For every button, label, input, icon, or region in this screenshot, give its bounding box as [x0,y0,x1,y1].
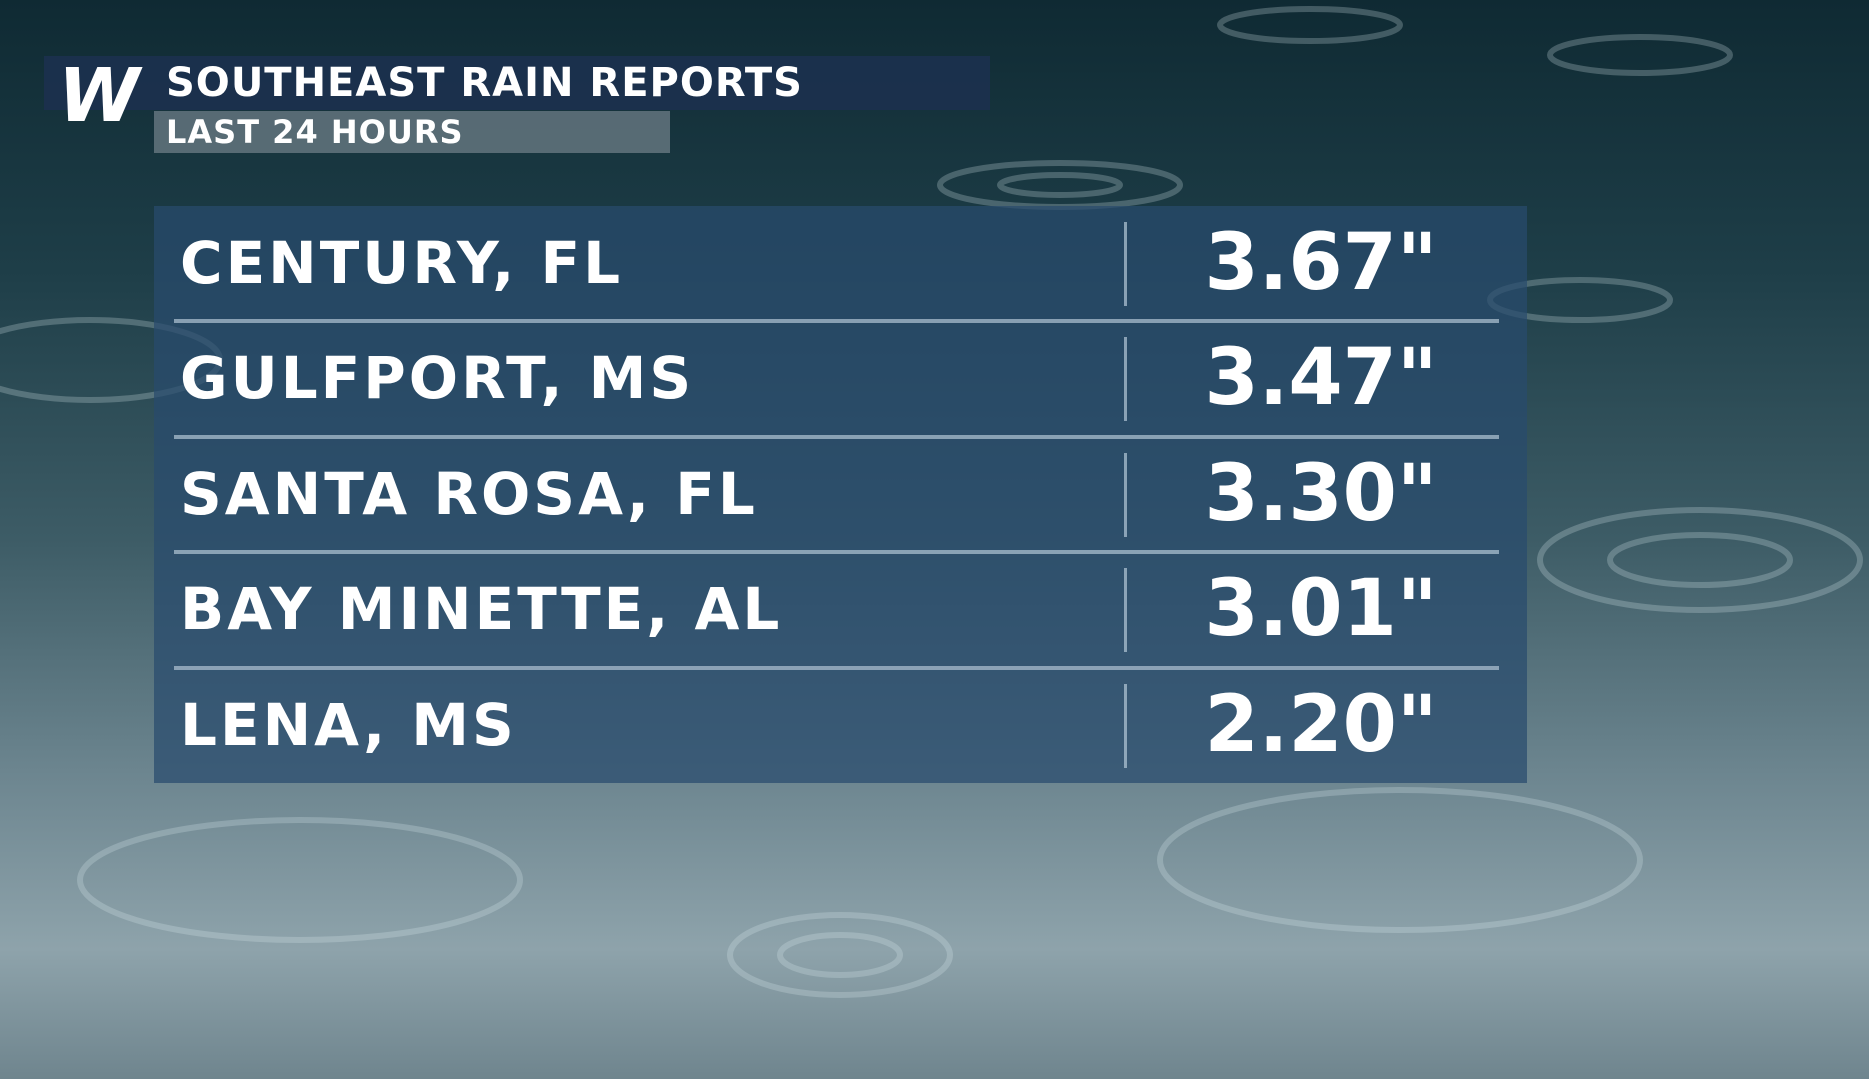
subtitle-bar [154,111,670,153]
column-divider [1124,568,1127,653]
title: SOUTHEAST RAIN REPORTS [166,60,803,106]
table-row: GULFPORT, MS 3.47" [154,321,1527,436]
location: SANTA ROSA, FL [180,459,758,528]
rain-amount: 2.20" [1204,679,1438,770]
column-divider [1124,683,1127,768]
location: CENTURY, FL [180,229,624,297]
location: LENA, MS [180,690,517,759]
title-bar [44,56,990,110]
row-divider [174,434,1499,439]
table-row: CENTURY, FL 3.67" [154,206,1527,321]
row-divider [174,550,1499,555]
rain-table: CENTURY, FL 3.67" GULFPORT, MS 3.47" SANTA R… [154,206,1527,783]
rain-amount: 3.67" [1204,218,1438,308]
column-divider [1124,452,1127,537]
row-divider [174,319,1499,324]
location: GULFPORT, MS [180,344,695,413]
rain-amount: 3.01" [1204,564,1438,655]
column-divider [1124,337,1127,422]
location: BAY MINETTE, AL [180,575,783,644]
rain-amount: 3.47" [1204,333,1438,424]
row-divider [174,665,1499,670]
table-row: BAY MINETTE, AL 3.01" [154,552,1527,667]
logo: W [58,53,140,139]
subtitle: LAST 24 HOURS [166,113,464,151]
table-row: LENA, MS 2.20" [154,668,1527,783]
rain-amount: 3.30" [1204,448,1438,539]
table-row: SANTA ROSA, FL 3.30" [154,437,1527,552]
column-divider [1124,222,1127,306]
